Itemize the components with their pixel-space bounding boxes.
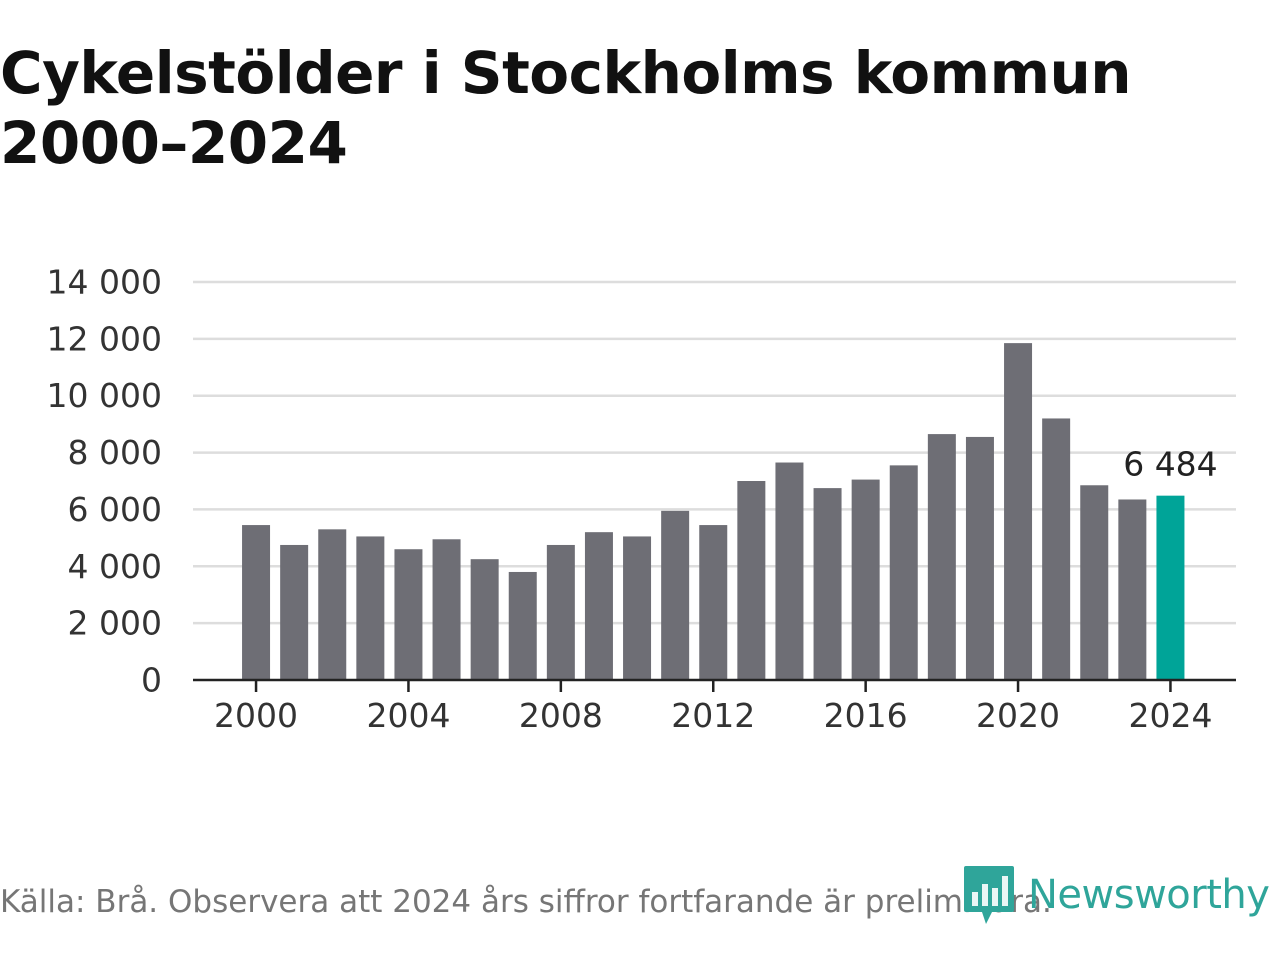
chart-title-line-1: Cykelstölder i Stockholms kommun (0, 39, 1132, 107)
bar-2021 (1042, 418, 1071, 680)
bar-2009 (584, 532, 613, 680)
x-tick-label: 2020 (976, 696, 1060, 735)
bar-2006 (470, 559, 499, 680)
bar-2010 (623, 536, 652, 680)
bar-2000 (242, 525, 271, 680)
bar-2003 (356, 536, 385, 680)
bar-2015 (813, 488, 842, 680)
y-tick-label: 0 (141, 661, 162, 700)
bar-2011 (661, 510, 690, 680)
bar-2005 (432, 539, 461, 680)
y-tick-label: 12 000 (47, 319, 162, 358)
bar-2013 (737, 481, 766, 680)
bar-2002 (318, 529, 347, 680)
bar-chart: 0 2 000 4 000 6 000 8 000 10 000 12 000 14 000 2… (47, 263, 1236, 735)
bar-2020 (1004, 343, 1033, 680)
bar-chart-logo-icon (964, 866, 1014, 924)
x-tick-label: 2024 (1128, 696, 1212, 735)
brand-logo: Newsworthy (962, 864, 1270, 926)
bar-2004 (394, 549, 423, 680)
y-tick-label: 10 000 (47, 376, 162, 415)
x-tick-label: 2012 (671, 696, 755, 735)
bar-2018 (927, 434, 956, 680)
source-note: Källa: Brå. Observera att 2024 års siffr… (0, 884, 1052, 920)
y-tick-label: 4 000 (68, 547, 162, 586)
brand-name: Newsworthy (1028, 872, 1270, 918)
bar-2024 (1156, 495, 1185, 680)
bar-2001 (280, 544, 309, 680)
x-tick-label: 2004 (366, 696, 450, 735)
bar-2014 (775, 462, 804, 680)
y-tick-label: 2 000 (68, 604, 162, 643)
bar-2016 (851, 479, 880, 680)
x-tick-label: 2008 (519, 696, 603, 735)
x-tick-label: 2000 (214, 696, 298, 735)
bar-2007 (508, 571, 537, 680)
y-tick-label: 8 000 (68, 433, 162, 472)
y-tick-label: 6 000 (68, 490, 162, 529)
chart-title: Cykelstölder i Stockholms kommun 2000–20… (0, 38, 1240, 178)
bar-2012 (699, 525, 728, 680)
x-tick-label: 2016 (824, 696, 908, 735)
y-tick-label: 14 000 (47, 263, 162, 302)
chart-title-line-2: 2000–2024 (0, 109, 348, 177)
data-label-annotation: 6 484 (1123, 445, 1217, 484)
bar-2022 (1080, 485, 1109, 680)
bar-2008 (546, 544, 575, 680)
bar-2017 (889, 465, 918, 680)
bar-2023 (1118, 499, 1147, 680)
bar-2019 (965, 436, 994, 680)
